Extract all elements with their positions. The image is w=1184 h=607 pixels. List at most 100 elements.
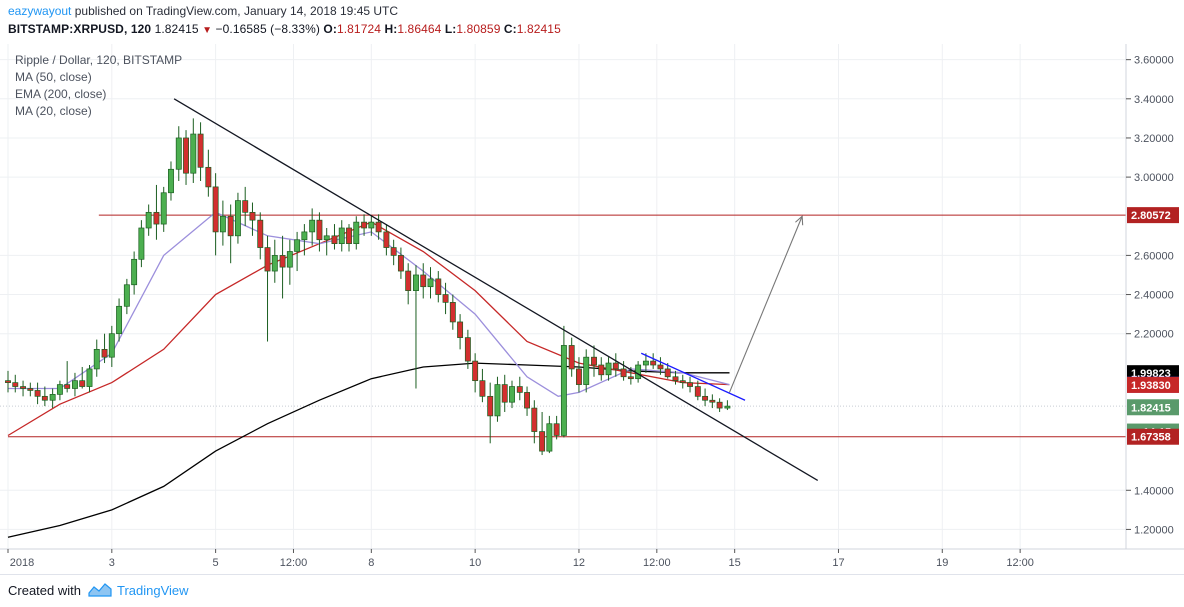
candle (249, 202, 256, 236)
candle-body (576, 368, 582, 385)
candle (361, 214, 368, 236)
y-tick-label: 2.20000 (1134, 329, 1174, 341)
x-tick-label: 17 (832, 557, 844, 569)
author-link[interactable]: eazywayout (8, 4, 72, 18)
candle-body (620, 368, 627, 378)
candle (331, 224, 338, 250)
candle-body (49, 394, 56, 401)
candle-body (427, 278, 434, 288)
candle-body (346, 227, 352, 245)
candle (145, 204, 152, 236)
candle-body (86, 368, 93, 387)
time-axis[interactable]: 2018 3 5 12:00 8 10 12 12:00 15 17 19 12:00 (7, 549, 1034, 569)
legend-ema200[interactable]: EMA (200, close) (15, 87, 107, 101)
candle (553, 415, 560, 440)
candle-body (672, 376, 679, 382)
candle-body (627, 376, 634, 380)
down-arrow-icon: ▼ (202, 25, 213, 36)
symbol-label: BITSTAMP:XRPUSD, 120 (8, 22, 152, 36)
close-value: 1.82415 (516, 22, 561, 36)
candle (672, 370, 679, 385)
candle (709, 394, 716, 409)
candle (86, 365, 93, 393)
candle (294, 231, 301, 272)
publish-line: eazywayout published on TradingView.com,… (8, 4, 398, 18)
candle-body (361, 221, 368, 229)
candle (368, 216, 375, 236)
candle-body (560, 345, 567, 436)
candle (138, 220, 145, 268)
candle-body (553, 423, 560, 436)
candle-body (160, 192, 167, 225)
candle-body (709, 399, 716, 403)
candle (375, 214, 382, 240)
low-label: L: (444, 22, 457, 36)
x-tick-label: 12:00 (1006, 557, 1034, 569)
quote-line: BITSTAMP:XRPUSD, 120 1.82415 ▼ −0.16585 … (8, 22, 561, 36)
candle-body (657, 364, 664, 370)
candle-body (123, 284, 130, 307)
price-label-text: 1.67358 (1131, 432, 1171, 444)
candle-body (635, 364, 642, 380)
trendline (173, 98, 819, 482)
candle (49, 388, 56, 409)
y-tick-label: 2.60000 (1134, 250, 1174, 262)
candle-body (435, 278, 442, 295)
candle-body (108, 333, 115, 358)
candle-body (516, 386, 523, 393)
candle-body (687, 382, 693, 387)
candle (168, 161, 174, 201)
candle (487, 382, 494, 444)
price-chart[interactable]: 3.60000 3.40000 3.20000 3.00000 2.60000 2.400… (0, 44, 1184, 574)
x-tick-label: 12:00 (280, 557, 308, 569)
legend-ma50[interactable]: MA (50, close) (15, 70, 92, 84)
candle-body (257, 219, 264, 248)
candle (605, 357, 612, 381)
candle (472, 353, 479, 393)
legend-ma20[interactable]: MA (20, close) (15, 104, 92, 118)
candle-body (72, 380, 78, 389)
x-tick-label: 2018 (10, 557, 34, 569)
price-label-box (1127, 376, 1179, 393)
candle-body (168, 168, 174, 194)
candle (264, 235, 271, 342)
candle (539, 411, 546, 456)
candle-body (331, 235, 338, 245)
candle-body (190, 133, 197, 174)
projection-arrow-head (795, 215, 804, 226)
candle-body (413, 274, 419, 291)
candle-body (472, 360, 479, 382)
published-text: published on TradingView.com, January 14… (74, 4, 399, 18)
tradingview-link[interactable]: TradingView (117, 583, 189, 598)
candle (702, 388, 709, 407)
candle-body (79, 380, 86, 387)
horizontal-levels (0, 214, 1126, 438)
candle-body (41, 395, 48, 401)
candle (383, 224, 390, 256)
legend-title: Ripple / Dollar, 120, BITSTAMP (15, 53, 183, 67)
candle (205, 149, 212, 197)
tradingview-logo-icon[interactable] (88, 581, 112, 599)
candle (591, 345, 597, 377)
candle (212, 173, 219, 256)
candle (397, 247, 404, 279)
candle (413, 265, 419, 389)
candle (183, 130, 189, 185)
x-tick-label: 12:00 (643, 557, 671, 569)
x-tick-label: 10 (469, 557, 481, 569)
candle (108, 325, 115, 367)
candle-body (724, 405, 731, 409)
candle (390, 239, 397, 266)
candle-body (316, 219, 323, 241)
candle (620, 361, 627, 381)
candle-body (405, 270, 412, 291)
candle (309, 208, 316, 246)
y-tick-label: 3.40000 (1134, 94, 1174, 106)
candle-body (605, 362, 612, 376)
candle-body (338, 227, 345, 245)
candle (516, 376, 523, 401)
candle (5, 370, 11, 393)
price-axis[interactable]: 3.60000 3.40000 3.20000 3.00000 2.60000 2.400… (1126, 55, 1174, 537)
candle-body (5, 380, 11, 383)
candle (116, 298, 123, 342)
